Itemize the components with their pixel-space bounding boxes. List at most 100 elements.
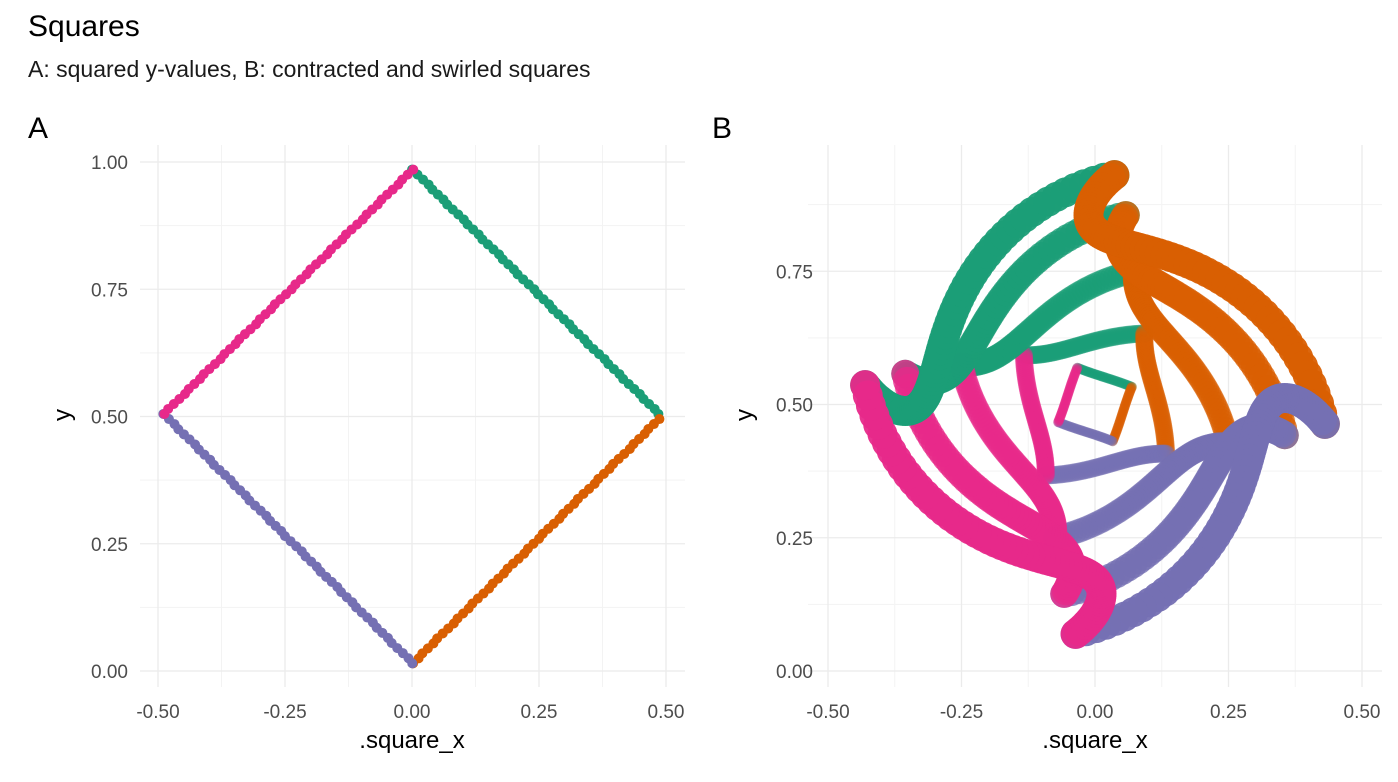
data-point xyxy=(1036,451,1055,470)
data-point xyxy=(1058,403,1069,414)
data-point xyxy=(1123,380,1134,391)
data-point xyxy=(1122,393,1133,404)
data-point xyxy=(1112,326,1131,345)
data-point xyxy=(1070,423,1081,434)
data-point xyxy=(1017,372,1036,391)
data-point xyxy=(1053,417,1064,428)
data-point xyxy=(1119,401,1130,412)
data-point xyxy=(1079,365,1090,376)
data-point xyxy=(1053,416,1064,427)
data-point xyxy=(1156,434,1175,453)
data-point xyxy=(1048,342,1067,361)
data-point xyxy=(1067,375,1078,386)
data-point xyxy=(1135,335,1154,354)
data-point xyxy=(1104,373,1115,384)
data-point xyxy=(1080,365,1091,376)
data-point xyxy=(1072,362,1083,373)
data-point xyxy=(1071,462,1090,481)
data-point xyxy=(1146,444,1165,463)
data-point xyxy=(1119,402,1130,413)
data-point xyxy=(1152,406,1171,425)
panel-a: -0.50 -0.25 0.00 0.25 0.50 0.00 0.25 0.50 0.75 1.… xyxy=(49,145,685,754)
data-point xyxy=(1057,464,1076,483)
data-point xyxy=(1137,351,1156,370)
data-point xyxy=(1110,452,1129,471)
data-point xyxy=(1036,344,1055,363)
data-point xyxy=(1066,378,1077,389)
panel-b-tag: B xyxy=(712,112,733,145)
data-point xyxy=(1055,464,1074,483)
data-point xyxy=(1145,445,1164,464)
data-point xyxy=(1149,397,1168,416)
data-point xyxy=(1028,418,1047,437)
data-point xyxy=(1093,456,1112,475)
data-point xyxy=(1111,426,1122,437)
data-point xyxy=(1117,407,1128,418)
data-point xyxy=(1069,370,1080,381)
data-point xyxy=(1135,330,1154,349)
data-point xyxy=(1095,456,1114,475)
data-point xyxy=(1104,373,1115,384)
gridlines xyxy=(140,145,685,687)
data-point xyxy=(1016,364,1035,383)
data-point xyxy=(1092,370,1103,381)
data-point xyxy=(1118,378,1129,389)
data-point xyxy=(1100,328,1119,347)
data-point xyxy=(1135,332,1154,351)
data-point xyxy=(1144,376,1163,395)
data-point xyxy=(1061,393,1072,404)
data-point xyxy=(1083,367,1094,378)
data-point xyxy=(1137,348,1156,367)
data-point xyxy=(1139,359,1158,378)
panel-a-tag: A xyxy=(28,112,49,145)
x-tick-label: 0.50 xyxy=(1344,702,1381,723)
data-point xyxy=(1081,427,1092,438)
data-point xyxy=(1035,448,1054,467)
data-point xyxy=(1059,464,1078,483)
data-point xyxy=(1082,427,1093,438)
data-point xyxy=(1073,363,1084,374)
data-point xyxy=(1125,385,1136,396)
data-point xyxy=(1083,427,1094,438)
data-point xyxy=(1035,449,1054,468)
data-point xyxy=(1142,371,1161,390)
data-point xyxy=(1066,377,1077,388)
data-point xyxy=(1108,452,1127,471)
data-point xyxy=(1034,439,1053,458)
data-point xyxy=(1113,419,1124,430)
data-point xyxy=(1112,423,1123,434)
data-point xyxy=(1058,419,1069,430)
data-point xyxy=(1111,425,1122,436)
data-point xyxy=(1132,446,1151,465)
data-point xyxy=(1110,375,1121,386)
data-point xyxy=(1063,387,1074,398)
data-point xyxy=(1092,430,1103,441)
data-point xyxy=(1098,329,1117,348)
data-point xyxy=(1078,460,1097,479)
data-point xyxy=(1118,405,1129,416)
data-point xyxy=(1059,401,1070,412)
y-tick-label: 0.25 xyxy=(776,529,813,550)
data-point xyxy=(1089,429,1100,440)
data-point xyxy=(1031,426,1050,445)
data-point xyxy=(1055,418,1066,429)
data-point xyxy=(1047,465,1066,484)
data-point xyxy=(407,658,418,669)
data-point xyxy=(1139,358,1158,377)
data-point xyxy=(1140,362,1159,381)
data-point xyxy=(1031,428,1050,447)
data-point xyxy=(1020,346,1039,365)
data-point xyxy=(1059,400,1070,411)
data-point xyxy=(1019,380,1038,399)
data-point xyxy=(1106,435,1117,446)
data-point xyxy=(1076,364,1087,375)
data-point xyxy=(1033,437,1052,456)
data-point xyxy=(1033,435,1052,454)
data-point xyxy=(1122,393,1133,404)
data-point xyxy=(1031,429,1050,448)
data-point xyxy=(1096,455,1115,474)
data-point xyxy=(1088,429,1099,440)
data-point xyxy=(1054,414,1065,425)
data-point xyxy=(1094,431,1105,442)
data-point xyxy=(1026,411,1045,430)
